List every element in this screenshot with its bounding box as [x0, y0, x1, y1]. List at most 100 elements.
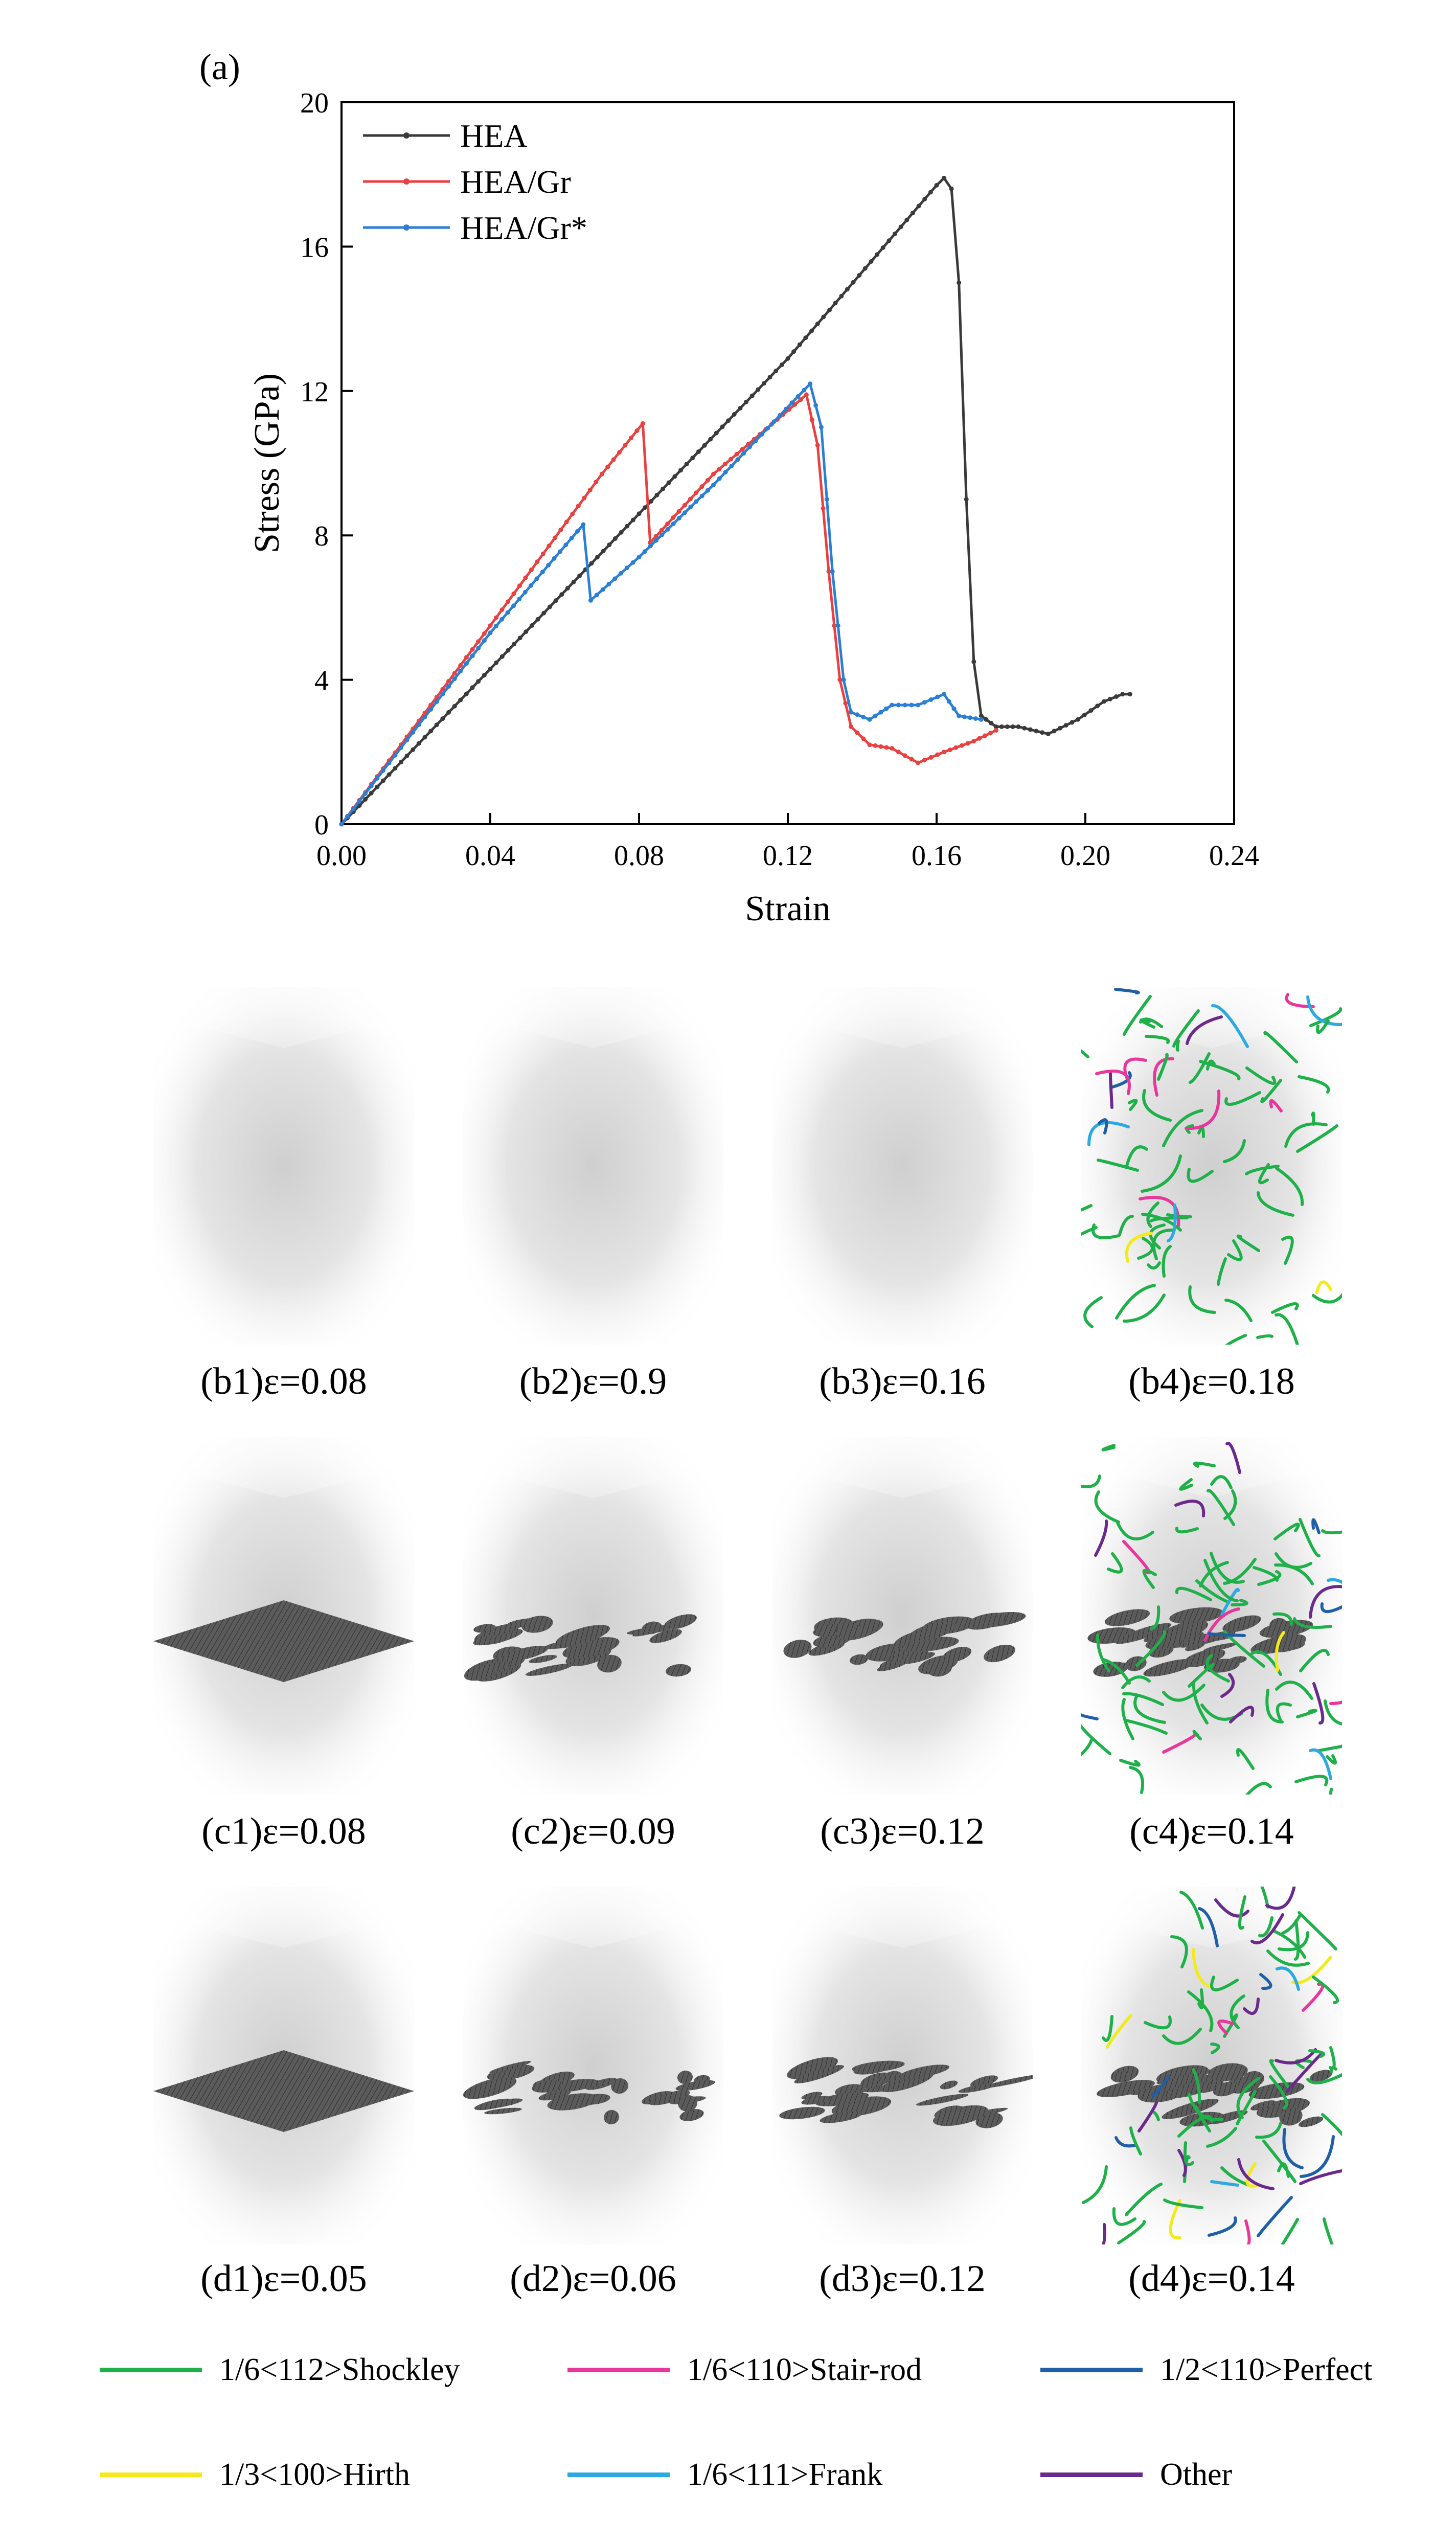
data-point [458, 663, 463, 668]
data-point [861, 736, 866, 741]
data-point [833, 301, 838, 306]
data-point [1010, 724, 1015, 729]
data-point [653, 534, 658, 539]
data-point [422, 715, 427, 719]
panel-caption-b1: (b1)ε=0.08 [200, 1360, 367, 1402]
legend-label: HEA [460, 118, 528, 154]
data-point [493, 624, 498, 629]
data-point [942, 692, 947, 697]
data-point [1063, 723, 1068, 728]
x-axis-label: Strain [745, 889, 830, 928]
data-point [558, 527, 563, 532]
panel-caption-b2: (b2)ε=0.9 [519, 1360, 667, 1402]
legend-label: 1/6<110>Stair-rod [687, 2352, 922, 2387]
data-point [599, 471, 604, 477]
data-point [607, 542, 612, 548]
data-point [398, 760, 403, 765]
y-tick-label: 8 [314, 520, 329, 552]
data-point [694, 499, 699, 504]
legend-label: HEA/Gr* [460, 210, 587, 246]
data-point [946, 699, 951, 704]
panel-caption-d1: (d1)ε=0.05 [200, 2258, 367, 2300]
data-point [824, 497, 829, 502]
data-point [778, 413, 782, 418]
legend-label: HEA/Gr [460, 164, 571, 200]
data-point [682, 510, 687, 515]
data-point [428, 707, 434, 712]
y-tick-label: 12 [300, 376, 329, 408]
legend-marker [403, 178, 410, 185]
data-point [476, 639, 481, 644]
data-point [898, 224, 903, 230]
data-point [873, 743, 878, 748]
sim-box-d3 [772, 1887, 1041, 2244]
data-point [446, 710, 451, 715]
data-point [714, 430, 719, 436]
graphene-fragments [463, 2061, 715, 2125]
data-point [630, 560, 635, 565]
legend-swatch [100, 2472, 202, 2477]
data-point [934, 183, 939, 188]
data-point [861, 715, 866, 720]
data-point [694, 490, 699, 495]
data-point [671, 515, 676, 520]
data-point [440, 687, 445, 692]
sim-box-b3 [772, 987, 1033, 1345]
data-point [896, 750, 901, 755]
data-point [835, 623, 840, 628]
data-point [849, 724, 854, 729]
data-point [381, 778, 385, 783]
legend-label: Other [1160, 2457, 1233, 2492]
sim-box-c2 [463, 1437, 723, 1795]
data-point [837, 677, 843, 683]
data-point [984, 717, 989, 722]
data-point [398, 745, 403, 750]
data-point [464, 691, 469, 696]
data-point [761, 381, 766, 386]
data-point [815, 443, 820, 448]
data-point [1016, 724, 1021, 729]
data-point [747, 444, 752, 449]
data-point [951, 706, 957, 711]
data-point [821, 506, 826, 511]
data-point [582, 495, 587, 501]
data-point [363, 797, 368, 802]
data-point [740, 447, 745, 452]
data-point [744, 399, 748, 404]
y-axis-label: Stress (GPa) [247, 373, 287, 553]
sim-box-d1 [153, 1887, 414, 2244]
data-point [910, 211, 915, 216]
data-point [922, 197, 927, 201]
data-point [1095, 704, 1100, 709]
sim-box-d2 [463, 1887, 723, 2244]
data-point [804, 392, 809, 397]
data-point [363, 791, 368, 796]
data-point [619, 571, 623, 576]
data-point [594, 480, 599, 485]
data-point [634, 428, 640, 433]
data-point [1101, 699, 1106, 704]
data-point [815, 322, 820, 326]
data-point [798, 397, 803, 402]
data-point [517, 583, 522, 588]
data-point [717, 476, 722, 481]
data-point [851, 280, 856, 285]
data-point [594, 593, 599, 598]
data-point [979, 713, 984, 718]
y-tick-label: 4 [314, 665, 329, 697]
data-point [756, 387, 761, 392]
x-tick-label: 0.08 [614, 840, 664, 872]
data-point [524, 629, 529, 634]
data-point [729, 463, 734, 468]
legend-item: 1/2<110>Perfect [1040, 2352, 1372, 2388]
data-point [797, 342, 802, 347]
legend-swatch [567, 2472, 670, 2477]
data-point [534, 576, 539, 581]
data-point [979, 717, 984, 722]
data-point [369, 790, 374, 796]
data-point [1114, 694, 1119, 699]
data-point [779, 362, 784, 367]
data-point [605, 464, 610, 469]
legend-marker [403, 224, 410, 231]
data-point [470, 685, 475, 690]
